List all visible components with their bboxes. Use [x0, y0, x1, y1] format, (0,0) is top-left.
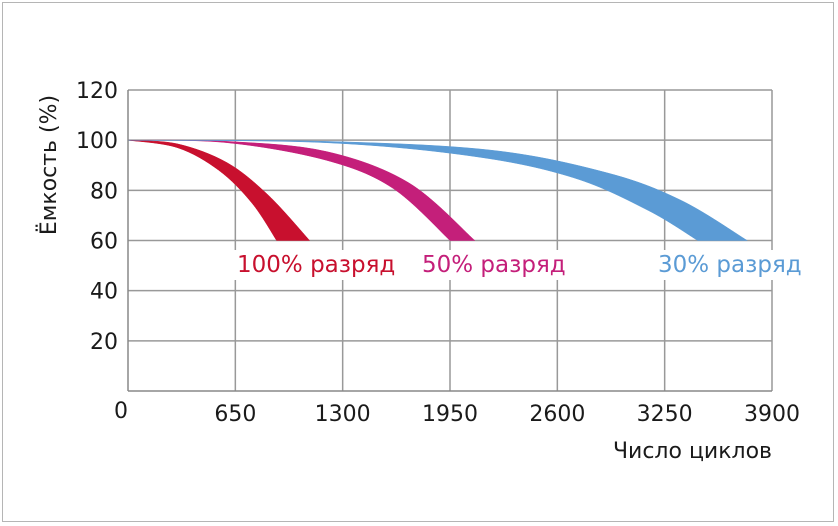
series-label-0: 100% разряд: [237, 252, 395, 278]
origin-label: 0: [114, 399, 128, 424]
series-labels: 100% разряд 50% разряд 30% разряд: [233, 250, 806, 280]
series-band-1: [127, 139, 476, 241]
series-group: [127, 139, 749, 241]
series-label-bg-2: [654, 250, 806, 280]
series-band-2: [127, 139, 749, 241]
series-band-0: [127, 139, 311, 241]
x-axis-title: Число циклов: [613, 439, 772, 464]
series-label-1: 50% разряд: [422, 252, 566, 278]
x-tick-label-4: 3250: [637, 402, 693, 427]
x-tick-label-2: 1950: [422, 402, 478, 427]
axes: [127, 90, 772, 392]
series-label-bg-0: [233, 250, 400, 280]
y-tick-label-3: 80: [90, 179, 118, 204]
x-tick-label-3: 2600: [529, 402, 585, 427]
y-tick-label-5: 120: [76, 79, 118, 104]
y-tick-label-2: 60: [90, 230, 118, 255]
x-tick-label-5: 3900: [744, 402, 800, 427]
y-tick-label-1: 40: [90, 280, 118, 305]
x-tick-label-1: 1300: [315, 402, 371, 427]
series-label-bg-1: [418, 250, 570, 280]
series-label-2: 30% разряд: [658, 252, 802, 278]
x-tick-label-0: 650: [214, 402, 256, 427]
tick-labels: 20 40 60 80 100 120 650 1300 1950 2600 3250 3900: [76, 79, 800, 427]
y-tick-label-4: 100: [76, 129, 118, 154]
y-tick-label-0: 20: [90, 330, 118, 355]
y-axis-title: Ёмкость (%): [36, 95, 62, 235]
